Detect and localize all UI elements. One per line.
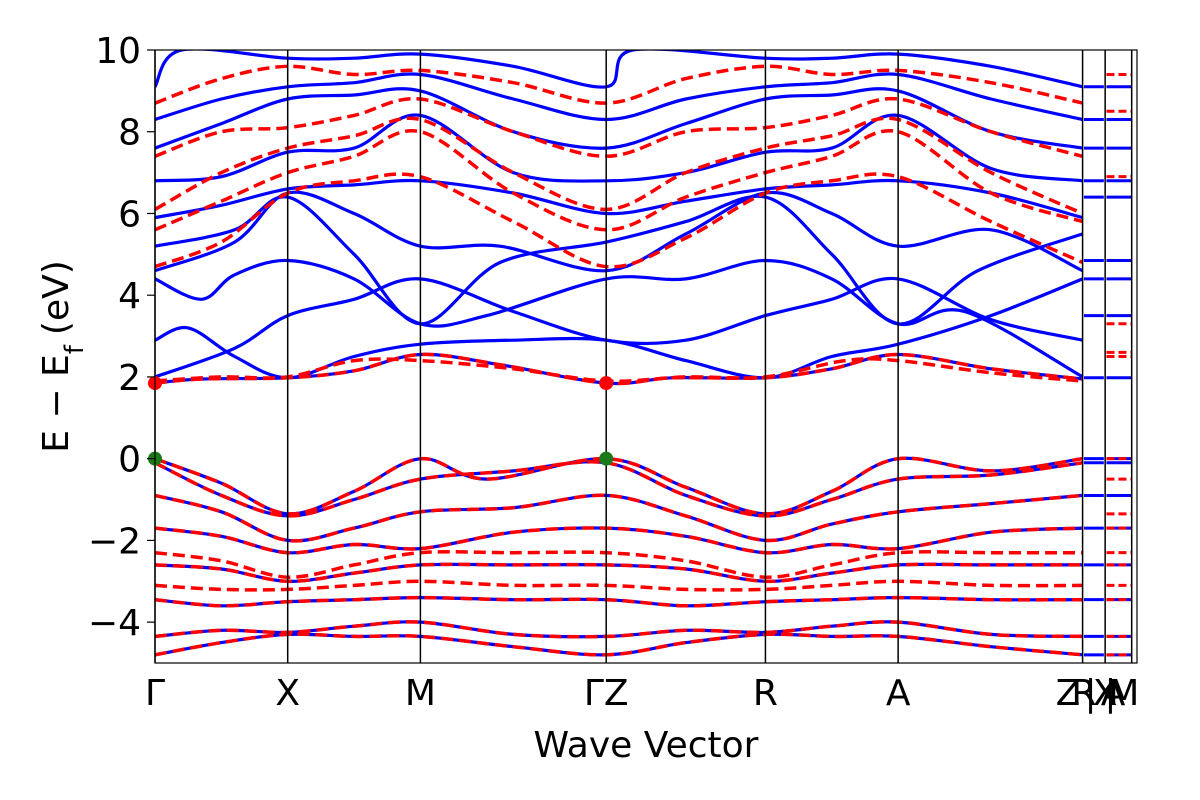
y-tick-label-0: −4 [88,603,141,644]
y-tick-label-1: −2 [88,521,141,562]
y-tick-label-5: 6 [118,194,141,235]
kpoint-label-1: X [275,673,300,714]
kpoint-label-12: M [1108,673,1139,714]
blue-band-10 [155,277,1084,380]
y-tick-label-2: 0 [118,440,141,481]
blue-band-4 [155,562,1083,583]
markers-layer [148,376,614,466]
red-band-7 [155,562,1083,584]
kpoint-label-10: | [1104,673,1116,714]
extremum-marker-1 [599,376,614,391]
y-axis-title-sub: f [60,344,90,354]
x-axis: Γ X M ΓZ R A ZR|X|AM [145,673,1139,714]
blue-band-9 [155,276,1083,379]
flat-levels-layer [1083,73,1132,657]
y-tick-label-4: 4 [118,276,141,317]
kpoint-label-4: R [753,673,778,714]
y-tick-label-6: 8 [118,113,141,154]
kpoint-label-6: Z [1056,673,1081,714]
blue-band-12 [155,190,1084,273]
kpoint-label-3: ΓZ [584,673,629,714]
y-tick-label-3: 2 [118,358,141,399]
y-axis-title: E − Ef (eV) [36,260,90,453]
y-axis-title-main: E − E [36,354,77,453]
blue-band-5 [155,595,1083,608]
kpoint-label-9: X [1093,673,1118,714]
kpoint-lines-layer [154,50,1133,663]
y-axis: −4 −2 0 2 4 6 8 10 [88,31,155,644]
y-tick-label-7: 10 [95,31,141,72]
blue-band-2 [155,493,1083,543]
red-band-0 [155,352,1083,386]
kpoint-label-7: R [1071,673,1096,714]
y-axis-title-unit: (eV) [36,260,77,335]
plot-frame [154,49,1138,664]
x-axis-title: Wave Vector [534,725,759,766]
kpoint-label-0: Γ [145,673,165,714]
red-band-4 [155,493,1083,543]
kpoint-label-2: M [405,673,436,714]
kpoint-label-8: | [1084,673,1096,714]
bands-layer [155,50,1084,657]
kpoint-label-5: A [886,673,911,714]
extremum-marker-3 [599,451,614,466]
kpoint-label-11: A [1101,673,1126,714]
